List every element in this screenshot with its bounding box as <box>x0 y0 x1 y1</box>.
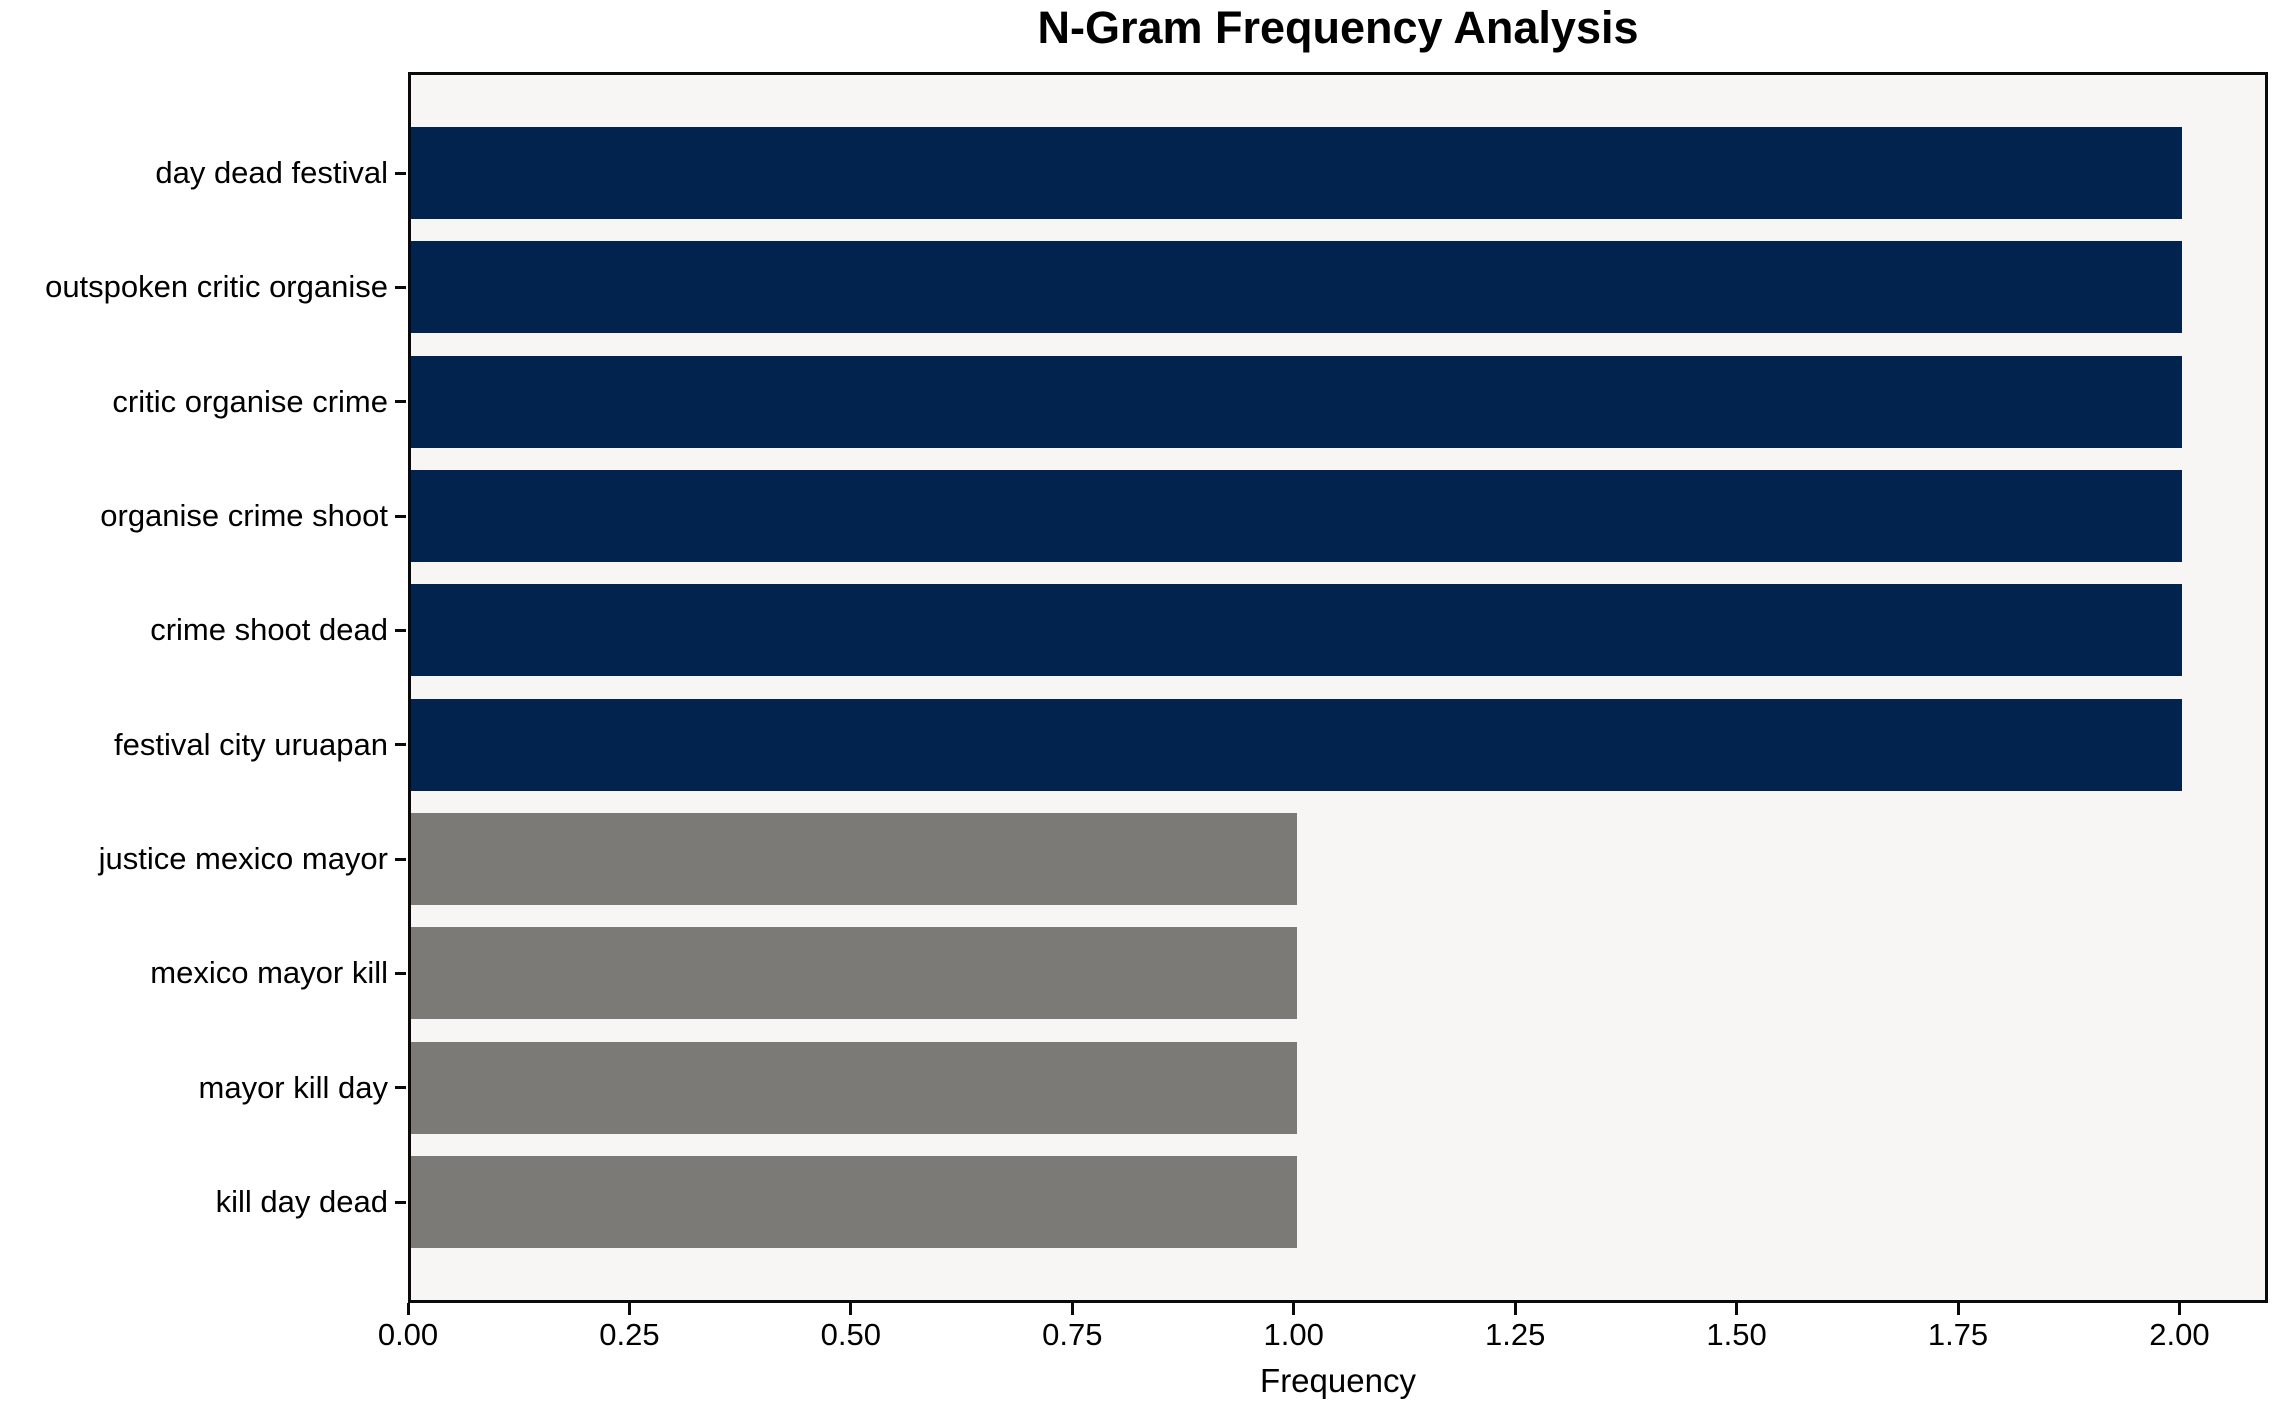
bar-justice-mexico-mayor <box>411 813 1297 906</box>
x-tick-label: 0.75 <box>1042 1317 1103 1352</box>
x-tick-label: 0.00 <box>377 1317 439 1352</box>
bar-crime-shoot-dead <box>411 584 2183 677</box>
bar-mayor-kill-day <box>411 1041 1297 1134</box>
x-tick-mark <box>1735 1303 1739 1315</box>
x-axis-label: Frequency <box>1260 1362 1416 1399</box>
x-tick-label: 0.50 <box>820 1317 882 1352</box>
x-tick-mark <box>849 1303 853 1315</box>
x-tick-label: 1.25 <box>1484 1317 1546 1352</box>
x-tick-label: 1.50 <box>1706 1317 1767 1352</box>
y-tick-mark <box>395 285 406 289</box>
bar-day-dead-festival <box>411 127 2183 219</box>
x-tick-mark <box>1513 1303 1517 1315</box>
y-tick-mark <box>395 400 406 404</box>
bar-outspoken-critic-organise <box>411 241 2183 334</box>
x-tick-label: 2.00 <box>2149 1317 2210 1352</box>
x-tick-mark <box>1070 1303 1074 1315</box>
x-tick-mark <box>1956 1303 1960 1315</box>
x-tick-label: 1.75 <box>1927 1317 1989 1352</box>
y-tick-mark <box>395 1086 406 1090</box>
y-tick-mark <box>395 171 406 175</box>
y-tick-label: mexico mayor kill <box>150 955 388 991</box>
bar-kill-day-dead <box>411 1156 1297 1249</box>
y-tick-mark <box>395 743 406 747</box>
y-tick-mark <box>395 857 406 861</box>
y-tick-mark <box>395 1200 406 1204</box>
x-tick-mark <box>406 1303 410 1315</box>
x-tick-label: 1.00 <box>1263 1317 1324 1352</box>
y-tick-label: outspoken critic organise <box>45 269 388 305</box>
y-tick-label: organise crime shoot <box>100 498 388 534</box>
y-tick-mark <box>395 628 406 632</box>
bar-organise-crime-shoot <box>411 470 2183 563</box>
plot-area <box>408 72 2268 1303</box>
x-tick-mark <box>1292 1303 1296 1315</box>
y-tick-mark <box>395 971 406 975</box>
y-tick-label: critic organise crime <box>112 383 388 419</box>
y-tick-mark <box>395 514 406 518</box>
x-tick-label: 0.25 <box>599 1317 660 1352</box>
y-tick-label: day dead festival <box>155 155 388 190</box>
y-tick-label: mayor kill day <box>198 1069 389 1105</box>
y-tick-label: justice mexico mayor <box>98 841 388 877</box>
x-tick-mark <box>2177 1303 2181 1315</box>
x-tick-mark <box>627 1303 631 1315</box>
chart-title: N-Gram Frequency Analysis <box>1037 2 1639 53</box>
bar-festival-city-uruapan <box>411 698 2183 791</box>
bar-critic-organise-crime <box>411 355 2183 448</box>
y-tick-label: festival city uruapan <box>114 726 388 762</box>
bar-mexico-mayor-kill <box>411 927 1297 1020</box>
y-tick-label: kill day dead <box>215 1184 388 1220</box>
y-tick-label: crime shoot dead <box>150 612 388 648</box>
